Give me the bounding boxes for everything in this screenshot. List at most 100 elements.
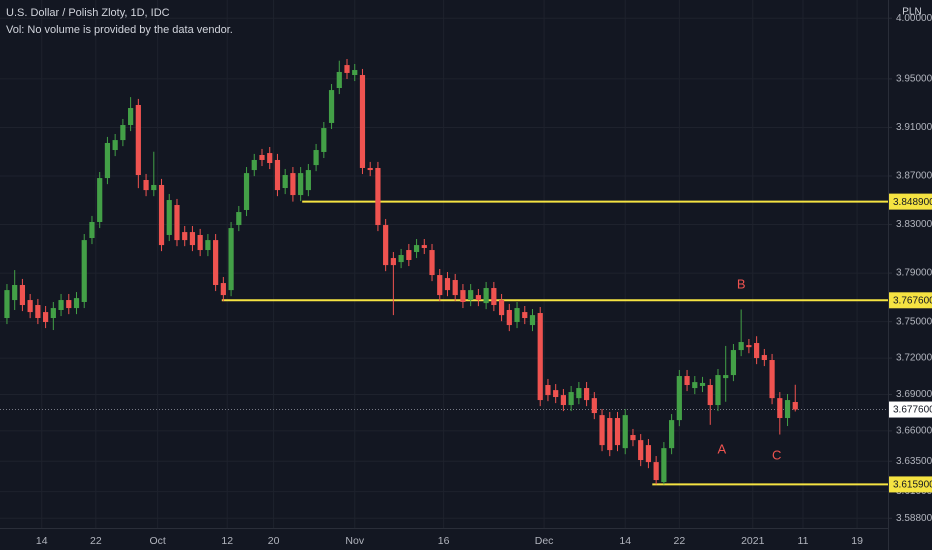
x-tick-label: 16 [438, 535, 450, 547]
x-tick-label: 19 [851, 535, 863, 547]
candle-body [50, 308, 56, 319]
x-tick-label: Oct [149, 535, 165, 547]
candle-body [383, 225, 389, 266]
candle-body [328, 90, 335, 123]
y-tick-label: 3.660000 [896, 426, 932, 437]
candle-body [128, 108, 134, 126]
last-price-box [889, 401, 932, 418]
chart-title: U.S. Dollar / Polish Zloty, 1D, IDC [6, 7, 170, 19]
candle-body [769, 360, 775, 399]
candle-body [205, 240, 211, 251]
candle-body [58, 300, 64, 311]
x-tick-label: Dec [535, 535, 554, 547]
candle-body [413, 245, 420, 252]
candle-body [259, 155, 265, 160]
candle-body [19, 284, 26, 306]
candle-body [444, 278, 451, 291]
y-tick-label: 4.000000 [896, 13, 932, 24]
annotation: A [718, 442, 727, 457]
candle-body [344, 65, 350, 73]
candle-body [429, 250, 435, 276]
y-tick-label: 3.950000 [896, 74, 932, 85]
candle-body [591, 398, 597, 414]
candle-body [792, 402, 798, 410]
candle-body [390, 258, 396, 266]
chart-subtitle: Vol: No volume is provided by the data v… [6, 24, 233, 36]
candle-body [468, 290, 474, 301]
candle-body [336, 71, 342, 88]
candle-body [777, 398, 783, 419]
candle-body [158, 184, 165, 246]
candle-body [213, 240, 219, 285]
candle-body [352, 70, 358, 76]
y-tick-label: 3.910000 [896, 122, 932, 133]
candle-body [537, 313, 543, 401]
candle-body [545, 385, 551, 396]
candle-body [630, 435, 636, 441]
x-tick-label: 2021 [741, 535, 765, 547]
candle-body [120, 125, 126, 141]
candle-body [112, 140, 118, 151]
x-tick-label: 14 [36, 535, 48, 547]
candle-body [298, 173, 304, 196]
x-axis-area [0, 528, 888, 550]
candle-body [576, 388, 582, 399]
level-label-box [889, 193, 932, 210]
x-tick-label: 22 [673, 535, 685, 547]
candle-body [97, 178, 103, 223]
candle-body [305, 170, 311, 191]
candle-body [784, 400, 791, 419]
candle-body [243, 173, 250, 210]
candle-body [599, 415, 605, 446]
candle-body [151, 184, 157, 191]
y-tick-label: 3.790000 [896, 268, 932, 279]
candle-body [220, 283, 226, 296]
candle-body [568, 392, 574, 406]
candle-body [730, 350, 737, 376]
y-tick-label: 3.870000 [896, 171, 932, 182]
candle-body [375, 167, 381, 226]
candle-body [645, 445, 652, 463]
candle-body [189, 232, 196, 246]
candle-body [89, 222, 95, 239]
candle-body [452, 280, 458, 296]
candle-body [406, 250, 412, 260]
candle-body [622, 415, 628, 449]
candle-body [638, 440, 644, 461]
candle-body [143, 180, 149, 191]
candle-body [661, 448, 667, 483]
candle-body [738, 342, 744, 351]
x-tick-label: 11 [798, 535, 809, 547]
candle-body [274, 159, 281, 191]
level-label-box [889, 292, 932, 309]
candle-body [73, 298, 80, 309]
candle-body [522, 312, 528, 319]
candle-body [236, 212, 242, 226]
candle-body [491, 288, 497, 306]
candle-body [692, 382, 698, 389]
candle-body [174, 205, 180, 241]
candle-body [197, 234, 203, 251]
candle-body [761, 355, 767, 361]
candle-body [421, 245, 427, 248]
level-label: 3.848900 [893, 197, 932, 208]
candle-body [313, 150, 319, 166]
candle-body [699, 382, 706, 386]
y-tick-label: 3.635000 [896, 456, 932, 467]
candle-body [514, 308, 520, 323]
candle-body [498, 300, 505, 316]
candle-body [715, 375, 721, 406]
x-tick-label: 14 [619, 535, 631, 547]
candle-body [4, 290, 10, 319]
candle-body [35, 305, 41, 319]
candle-body [583, 388, 590, 401]
candle-body [754, 343, 760, 359]
last-price-label: 3.677600 [893, 405, 932, 416]
candle-body [475, 295, 481, 301]
candle-body [321, 128, 327, 152]
candle-body [135, 104, 141, 176]
annotation: B [737, 276, 746, 291]
candle-body [282, 175, 288, 189]
candle-body [676, 376, 682, 421]
